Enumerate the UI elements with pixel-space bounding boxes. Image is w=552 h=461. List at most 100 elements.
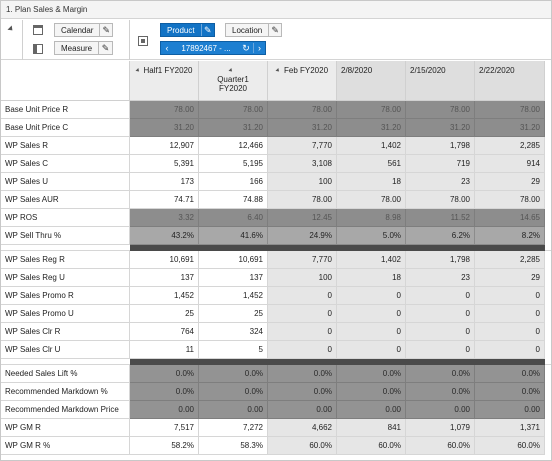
data-cell[interactable]: 0 bbox=[475, 305, 545, 323]
next-page-icon[interactable]: › bbox=[253, 43, 265, 53]
edit-calendar-icon[interactable]: ✎ bbox=[99, 24, 112, 36]
data-cell[interactable]: 914 bbox=[475, 155, 545, 173]
data-cell[interactable]: 5,391 bbox=[130, 155, 199, 173]
collapse-icon[interactable] bbox=[7, 25, 15, 33]
data-cell[interactable]: 137 bbox=[130, 269, 199, 287]
data-cell[interactable]: 7,770 bbox=[268, 137, 337, 155]
data-cell[interactable]: 100 bbox=[268, 173, 337, 191]
data-cell[interactable]: 841 bbox=[337, 419, 406, 437]
column-header[interactable]: 2/8/2020 bbox=[337, 61, 406, 101]
edit-measure-icon[interactable]: ✎ bbox=[98, 42, 112, 54]
row-header: WP Sell Thru % bbox=[1, 227, 130, 245]
data-cell[interactable]: 0 bbox=[475, 287, 545, 305]
data-cell: 0.0% bbox=[337, 365, 406, 383]
data-cell[interactable]: 0 bbox=[268, 341, 337, 359]
data-cell[interactable]: 166 bbox=[199, 173, 268, 191]
data-cell[interactable]: 25 bbox=[199, 305, 268, 323]
data-cell[interactable]: 3,108 bbox=[268, 155, 337, 173]
data-cell[interactable]: 7,272 bbox=[199, 419, 268, 437]
data-cell[interactable]: 173 bbox=[130, 173, 199, 191]
data-cell[interactable]: 324 bbox=[199, 323, 268, 341]
row-header: Recommended Markdown Price bbox=[1, 401, 130, 419]
data-cell[interactable]: 18 bbox=[337, 269, 406, 287]
data-cell[interactable]: 5 bbox=[199, 341, 268, 359]
data-cell[interactable]: 0 bbox=[268, 305, 337, 323]
data-cell[interactable]: 4,662 bbox=[268, 419, 337, 437]
page-value[interactable]: 17892467 - ... bbox=[181, 43, 231, 53]
column-header[interactable]: Feb FY2020 bbox=[268, 61, 337, 101]
data-cell[interactable]: 0 bbox=[268, 287, 337, 305]
data-cell[interactable]: 7,517 bbox=[130, 419, 199, 437]
data-cell[interactable]: 1,402 bbox=[337, 251, 406, 269]
data-cell[interactable]: 60.0% bbox=[406, 437, 475, 455]
data-cell[interactable]: 29 bbox=[475, 269, 545, 287]
data-cell[interactable]: 60.0% bbox=[337, 437, 406, 455]
data-cell[interactable]: 0 bbox=[268, 323, 337, 341]
column-header[interactable]: 2/22/2020 bbox=[475, 61, 545, 101]
data-cell[interactable]: 11 bbox=[130, 341, 199, 359]
data-cell[interactable]: 74.71 bbox=[130, 191, 199, 209]
data-cell[interactable]: 12,466 bbox=[199, 137, 268, 155]
location-dimension-tile[interactable]: Location ✎ bbox=[225, 23, 282, 37]
data-cell[interactable]: 10,691 bbox=[130, 251, 199, 269]
data-cell[interactable]: 18 bbox=[337, 173, 406, 191]
data-cell[interactable]: 0 bbox=[406, 323, 475, 341]
data-cell[interactable]: 719 bbox=[406, 155, 475, 173]
data-cell[interactable]: 2,285 bbox=[475, 137, 545, 155]
data-cell[interactable]: 0 bbox=[337, 341, 406, 359]
data-cell[interactable]: 137 bbox=[199, 269, 268, 287]
column-header-label: 2/22/2020 bbox=[479, 66, 515, 75]
data-cell[interactable]: 7,770 bbox=[268, 251, 337, 269]
data-cell[interactable]: 764 bbox=[130, 323, 199, 341]
data-cell[interactable]: 25 bbox=[130, 305, 199, 323]
calendar-dimension-tile[interactable]: Calendar ✎ bbox=[54, 23, 113, 37]
data-cell[interactable]: 12,907 bbox=[130, 137, 199, 155]
data-cell[interactable]: 0 bbox=[406, 341, 475, 359]
column-header[interactable]: Half1 FY2020 bbox=[130, 61, 199, 101]
column-header[interactable]: 2/15/2020 bbox=[406, 61, 475, 101]
data-cell[interactable]: 0 bbox=[475, 341, 545, 359]
data-cell[interactable]: 78.00 bbox=[337, 191, 406, 209]
data-cell[interactable]: 0 bbox=[337, 287, 406, 305]
edit-location-icon[interactable]: ✎ bbox=[268, 24, 281, 36]
data-cell[interactable]: 78.00 bbox=[268, 191, 337, 209]
data-cell[interactable]: 60.0% bbox=[475, 437, 545, 455]
data-cell[interactable]: 1,452 bbox=[130, 287, 199, 305]
data-cell[interactable]: 23 bbox=[406, 269, 475, 287]
data-cell[interactable]: 0 bbox=[337, 305, 406, 323]
data-cell[interactable]: 10,691 bbox=[199, 251, 268, 269]
data-cell[interactable]: 58.2% bbox=[130, 437, 199, 455]
data-cell[interactable]: 1,371 bbox=[475, 419, 545, 437]
expand-icon[interactable] bbox=[275, 68, 281, 74]
expand-icon[interactable] bbox=[228, 68, 234, 74]
data-cell[interactable]: 1,798 bbox=[406, 137, 475, 155]
data-cell[interactable]: 1,079 bbox=[406, 419, 475, 437]
data-cell[interactable]: 100 bbox=[268, 269, 337, 287]
data-cell[interactable]: 29 bbox=[475, 173, 545, 191]
data-cell[interactable]: 0 bbox=[406, 287, 475, 305]
measure-dimension-tile[interactable]: Measure ✎ bbox=[54, 41, 113, 55]
data-cell[interactable]: 5,195 bbox=[199, 155, 268, 173]
data-cell[interactable]: 60.0% bbox=[268, 437, 337, 455]
data-cell[interactable]: 78.00 bbox=[406, 191, 475, 209]
data-cell[interactable]: 74.88 bbox=[199, 191, 268, 209]
data-cell[interactable]: 1,452 bbox=[199, 287, 268, 305]
header-corner bbox=[1, 61, 130, 101]
column-header[interactable]: Quarter1 FY2020 bbox=[199, 61, 268, 101]
data-cell[interactable]: 78.00 bbox=[475, 191, 545, 209]
data-cell[interactable]: 1,798 bbox=[406, 251, 475, 269]
previous-page-icon[interactable]: ‹ bbox=[165, 43, 169, 53]
data-cell[interactable]: 0 bbox=[475, 323, 545, 341]
data-cell: 31.20 bbox=[199, 119, 268, 137]
data-cell[interactable]: 0 bbox=[337, 323, 406, 341]
data-cell[interactable]: 561 bbox=[337, 155, 406, 173]
data-cell[interactable]: 0 bbox=[406, 305, 475, 323]
data-cell[interactable]: 1,402 bbox=[337, 137, 406, 155]
product-dimension-tile[interactable]: Product ✎ bbox=[160, 23, 215, 37]
data-cell[interactable]: 58.3% bbox=[199, 437, 268, 455]
expand-icon[interactable] bbox=[135, 68, 141, 74]
data-cell[interactable]: 23 bbox=[406, 173, 475, 191]
data-cell[interactable]: 2,285 bbox=[475, 251, 545, 269]
edit-product-icon[interactable]: ✎ bbox=[200, 24, 214, 36]
reset-icon[interactable]: ↻ bbox=[242, 42, 250, 53]
